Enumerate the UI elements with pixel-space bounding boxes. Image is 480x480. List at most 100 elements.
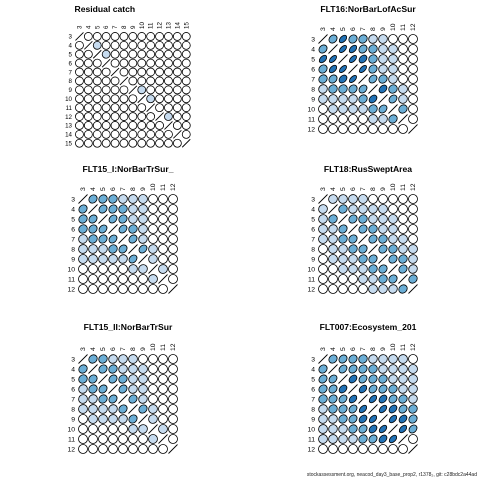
correlation-ellipse <box>378 364 388 374</box>
correlation-ellipse <box>358 424 368 434</box>
correlation-ellipse <box>378 224 388 234</box>
correlation-ellipse <box>155 103 164 113</box>
correlation-ellipse <box>128 424 138 434</box>
correlation-ellipse <box>358 434 368 444</box>
correlation-ellipse <box>408 414 418 424</box>
column-tick-label: 10 <box>390 183 397 191</box>
correlation-ellipse <box>155 49 164 59</box>
correlation-ellipse <box>348 214 358 224</box>
correlation-ellipse <box>338 34 348 44</box>
correlation-ellipse <box>168 364 178 374</box>
correlation-ellipse <box>378 214 388 224</box>
correlation-ellipse <box>358 374 368 384</box>
correlation-ellipse <box>388 54 398 64</box>
correlation-ellipse <box>148 414 158 424</box>
diagonal-mark <box>348 64 358 74</box>
correlation-ellipse <box>128 76 138 86</box>
correlation-ellipse <box>378 114 388 124</box>
correlation-ellipse <box>348 94 358 104</box>
correlation-ellipse <box>378 434 388 444</box>
correlation-ellipse <box>358 444 368 454</box>
column-tick-label: 5 <box>340 27 347 31</box>
correlation-ellipse <box>398 124 408 134</box>
column-tick-label: 7 <box>360 27 367 31</box>
diagonal-mark <box>155 112 164 121</box>
diagonal-mark <box>408 284 418 294</box>
correlation-ellipse <box>164 129 173 139</box>
diagonal-mark <box>138 414 148 424</box>
correlation-ellipse <box>398 404 408 414</box>
correlation-ellipse <box>358 44 368 54</box>
correlation-ellipse <box>155 138 164 148</box>
column-tick-label: 3 <box>80 347 87 351</box>
correlation-ellipse <box>98 194 108 204</box>
row-tick-label: 12 <box>65 114 72 121</box>
column-tick-label: 9 <box>380 347 387 351</box>
row-tick-label: 12 <box>307 126 315 133</box>
correlation-ellipse <box>388 214 398 224</box>
correlation-ellipse <box>388 234 398 244</box>
diagonal-mark <box>338 374 348 384</box>
correlation-ellipse <box>168 214 178 224</box>
correlation-ellipse <box>158 194 168 204</box>
panel-title: FLT007:Ecosystem_201 <box>320 322 417 332</box>
correlation-ellipse <box>408 234 418 244</box>
correlation-ellipse <box>83 85 93 95</box>
correlation-ellipse <box>128 214 138 224</box>
correlation-ellipse <box>408 54 418 64</box>
correlation-ellipse <box>328 394 338 404</box>
correlation-ellipse <box>368 204 378 214</box>
correlation-ellipse <box>328 74 338 84</box>
diagonal-mark <box>146 103 155 112</box>
correlation-ellipse <box>348 254 358 264</box>
panel-svg: FLT18:RusSweptArea3344556677889910101111… <box>307 164 418 294</box>
correlation-ellipse <box>408 84 418 94</box>
row-tick-label: 3 <box>71 196 75 203</box>
correlation-ellipse <box>368 34 378 44</box>
correlation-ellipse <box>108 214 118 224</box>
correlation-ellipse <box>378 84 388 94</box>
correlation-ellipse <box>78 274 88 284</box>
correlation-ellipse <box>368 414 378 424</box>
correlation-ellipse <box>78 404 88 414</box>
correlation-ellipse <box>164 85 173 95</box>
correlation-ellipse <box>378 64 388 74</box>
correlation-ellipse <box>128 32 138 41</box>
column-tick-label: 7 <box>360 347 367 351</box>
correlation-ellipse <box>88 264 98 274</box>
correlation-ellipse <box>128 224 138 234</box>
correlation-ellipse <box>98 364 108 374</box>
correlation-ellipse <box>137 40 147 50</box>
diagonal-mark <box>128 244 138 254</box>
correlation-ellipse <box>328 64 338 74</box>
column-tick-label: 6 <box>350 187 357 191</box>
correlation-ellipse <box>181 67 191 77</box>
correlation-ellipse <box>164 138 173 148</box>
correlation-ellipse <box>168 264 178 274</box>
correlation-ellipse <box>328 354 338 364</box>
correlation-ellipse <box>98 264 108 274</box>
correlation-ellipse <box>88 444 98 454</box>
correlation-ellipse <box>408 264 418 274</box>
correlation-ellipse <box>398 374 408 384</box>
correlation-ellipse <box>148 354 158 364</box>
correlation-ellipse <box>98 384 108 394</box>
correlation-ellipse <box>172 112 182 121</box>
correlation-ellipse <box>78 244 88 254</box>
correlation-ellipse <box>138 354 148 364</box>
correlation-ellipse <box>378 54 388 64</box>
correlation-ellipse <box>181 58 191 68</box>
correlation-ellipse <box>408 374 418 384</box>
correlation-ellipse <box>128 103 138 113</box>
correlation-ellipse <box>328 444 338 454</box>
correlation-ellipse <box>78 434 88 444</box>
correlation-ellipse <box>83 58 93 68</box>
row-tick-label: 11 <box>68 276 75 283</box>
correlation-ellipse <box>146 94 156 104</box>
correlation-ellipse <box>148 444 158 454</box>
correlation-ellipse <box>328 414 338 424</box>
correlation-ellipse <box>348 414 358 424</box>
correlation-ellipse <box>92 112 102 121</box>
correlation-panel-flt007: FLT007:Ecosystem_201 3 3 4 4 5 5 6 6 7 7 8 8 9 9 10 10 11… <box>240 318 480 476</box>
diagonal-mark <box>98 214 108 224</box>
